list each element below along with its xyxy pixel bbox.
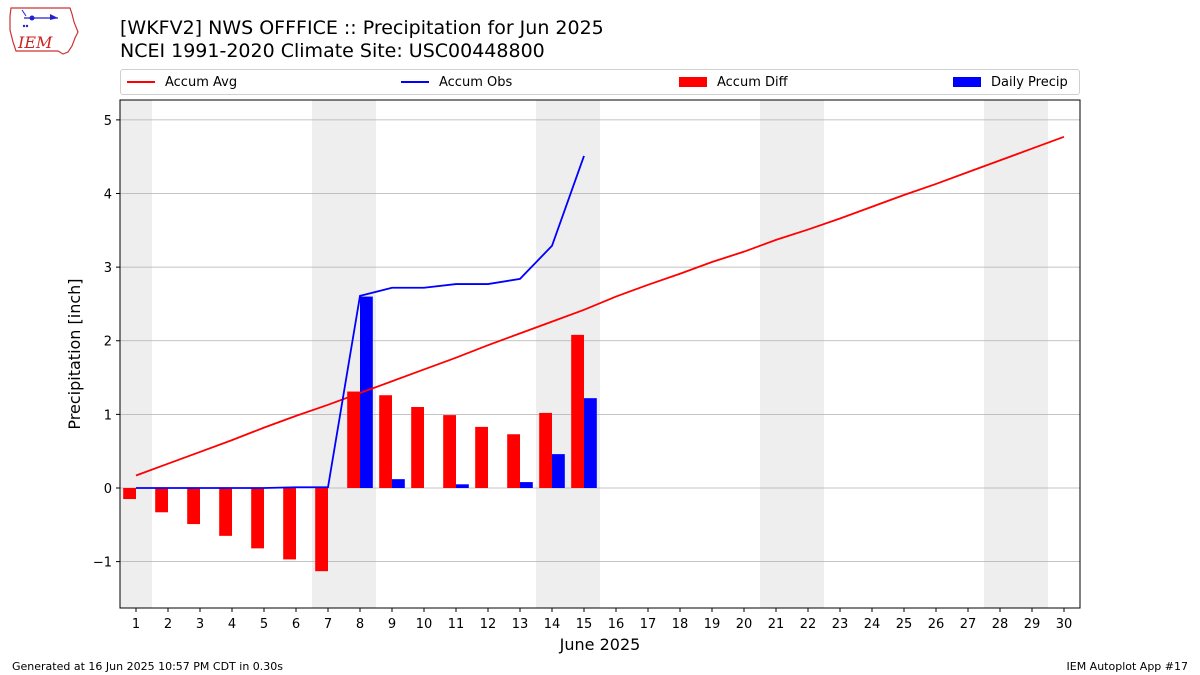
x-tick-label: 19 [704, 617, 721, 632]
x-tick-label: 6 [292, 617, 300, 632]
y-axis-label: Precipitation [inch] [65, 278, 84, 429]
x-tick-label: 11 [448, 617, 465, 632]
app-note: IEM Autoplot App #17 [1066, 660, 1189, 673]
legend-accum-obs: Accum Obs [401, 70, 512, 94]
x-tick-label: 2 [164, 617, 172, 632]
legend-accum-obs-swatch [401, 81, 429, 83]
x-tick-label: 9 [388, 617, 396, 632]
y-tick-label: 1 [104, 408, 112, 423]
bars [123, 296, 597, 572]
chart-subtitle: NCEI 1991-2020 Climate Site: USC00448800 [120, 40, 545, 62]
accum-diff-bar [155, 487, 168, 513]
legend: Accum Avg Accum Obs Accum Diff Daily Pre… [120, 69, 1080, 95]
iem-logo: IEM [9, 7, 79, 55]
x-tick-label: 24 [864, 617, 881, 632]
x-tick-label: 25 [896, 617, 913, 632]
y-tick-label: −1 [93, 556, 112, 571]
accum-diff-bar [475, 426, 488, 488]
legend-accum-diff-label: Accum Diff [717, 74, 788, 90]
daily-precip-bar [360, 296, 373, 488]
daily-precip-bar [520, 482, 533, 488]
accum-diff-bar [379, 395, 392, 488]
accum-diff-bar [251, 487, 264, 549]
accum-diff-bar [219, 487, 232, 536]
x-tick-label: 28 [992, 617, 1009, 632]
plot-frame [119, 99, 1081, 609]
x-tick-label: 22 [800, 617, 817, 632]
x-tick-label: 16 [608, 617, 625, 632]
generated-note: Generated at 16 Jun 2025 10:57 PM CDT in… [12, 660, 284, 673]
x-tick-label: 27 [960, 617, 977, 632]
accum-diff-bar [347, 391, 360, 488]
x-tick-label: 17 [640, 617, 657, 632]
x-tick-label: 30 [1056, 617, 1073, 632]
x-tick-label: 14 [544, 617, 561, 632]
x-tick-label: 1 [132, 617, 140, 632]
weekend-band [984, 100, 1048, 608]
y-tick-label: 2 [104, 335, 112, 350]
weekend-band [760, 100, 824, 608]
x-tick-label: 20 [736, 617, 753, 632]
accum-diff-bar [315, 487, 328, 572]
weekend-band [120, 100, 152, 608]
x-tick-label: 5 [260, 617, 268, 632]
x-tick-label: 4 [228, 617, 236, 632]
x-tick-label: 8 [356, 617, 364, 632]
legend-daily-precip-swatch [953, 77, 981, 87]
x-tick-label: 3 [196, 617, 204, 632]
x-tick-label: 7 [324, 617, 332, 632]
accum-diff-bar [443, 415, 456, 488]
x-tick-label: 23 [832, 617, 849, 632]
x-tick-label: 21 [768, 617, 785, 632]
y-tick-label: 3 [104, 261, 112, 276]
x-tick-label: 18 [672, 617, 689, 632]
accum-diff-bar [507, 434, 520, 488]
x-tick-label: 29 [1024, 617, 1041, 632]
legend-accum-obs-label: Accum Obs [439, 74, 513, 90]
accum-diff-bar [571, 334, 584, 488]
accum-diff-bar [539, 412, 552, 488]
legend-accum-diff-swatch [679, 77, 707, 87]
logo-text: IEM [17, 33, 53, 52]
x-tick-label: 10 [416, 617, 433, 632]
y-tick-label: 5 [104, 114, 112, 129]
legend-accum-avg-swatch [127, 81, 155, 83]
weekend-band [536, 100, 600, 608]
y-tick-label: 4 [104, 188, 112, 203]
x-tick-label: 13 [512, 617, 529, 632]
accum-diff-bar [123, 487, 136, 500]
x-tick-label: 12 [480, 617, 497, 632]
lines [135, 135, 1065, 489]
chart-title: [WKFV2] NWS OFFFICE :: Precipitation for… [120, 17, 604, 39]
legend-accum-avg-label: Accum Avg [165, 74, 238, 90]
accum-diff-bar [411, 407, 424, 488]
accum-avg-line [135, 135, 1065, 477]
legend-accum-diff: Accum Diff [679, 70, 788, 94]
daily-precip-bar [456, 484, 469, 488]
accum-diff-bar [187, 487, 200, 525]
x-tick-label: 26 [928, 617, 945, 632]
accum-obs-line [136, 155, 585, 489]
daily-precip-bar [584, 398, 597, 488]
legend-daily-precip-label: Daily Precip [991, 74, 1068, 90]
accum-diff-bar [283, 487, 296, 560]
x-axis-label: June 2025 [559, 635, 641, 654]
daily-precip-bar [552, 454, 565, 488]
x-tick-label: 15 [576, 617, 593, 632]
gridlines [120, 119, 1080, 563]
y-tick-label: 0 [104, 482, 112, 497]
daily-precip-bar [392, 479, 405, 488]
legend-accum-avg: Accum Avg [127, 70, 237, 94]
legend-daily-precip: Daily Precip [953, 70, 1068, 94]
